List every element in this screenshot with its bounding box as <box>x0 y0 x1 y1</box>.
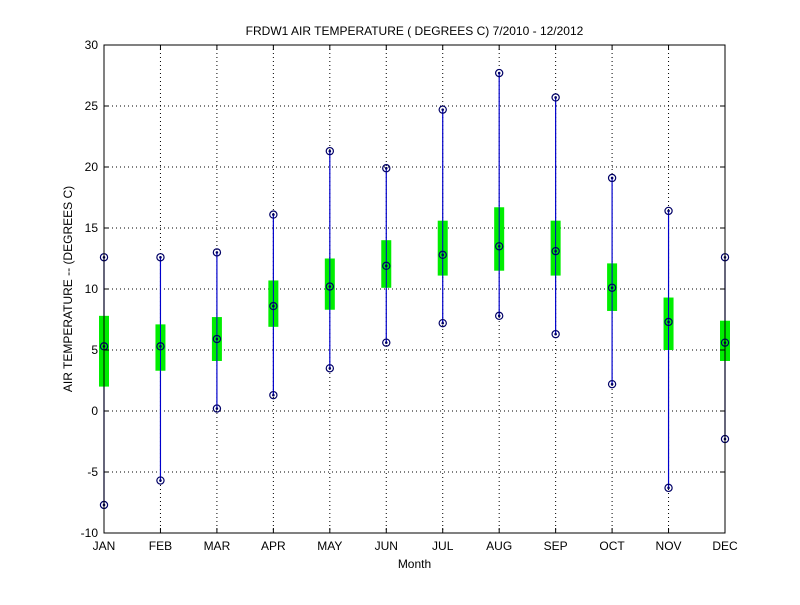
median-marker-dot <box>610 286 614 290</box>
median-marker-dot <box>554 249 557 253</box>
max-marker-dot <box>667 209 670 213</box>
max-marker-feb <box>156 253 165 262</box>
median-marker-dot <box>497 245 501 248</box>
x-tick-label: OCT <box>599 539 625 553</box>
max-marker-nov <box>664 206 673 216</box>
median-marker-apr <box>269 301 278 311</box>
max-marker-dot <box>215 251 219 254</box>
min-marker-dot <box>610 382 614 386</box>
y-tick-label: 10 <box>85 282 99 296</box>
max-marker-oct <box>607 173 617 183</box>
min-marker-nov <box>664 483 673 493</box>
x-tick-label: APR <box>261 539 286 553</box>
median-marker-dot <box>272 304 275 308</box>
min-marker-dot <box>497 314 501 318</box>
max-marker-dot <box>610 176 614 180</box>
max-marker-dot <box>554 96 557 99</box>
min-marker-dot <box>328 367 332 370</box>
min-marker-dot <box>159 479 162 482</box>
min-marker-apr <box>269 390 278 400</box>
max-marker-dot <box>272 213 275 216</box>
median-marker-dot <box>159 345 162 348</box>
max-marker-mar <box>212 248 222 257</box>
y-tick-label: 25 <box>85 99 99 113</box>
median-marker-sep <box>551 246 560 256</box>
y-tick-label: 20 <box>85 160 99 174</box>
max-marker-sep <box>551 93 560 102</box>
median-marker-dot <box>441 253 445 257</box>
median-marker-dot <box>384 264 388 268</box>
min-marker-feb <box>156 476 165 485</box>
x-tick-label: FEB <box>149 539 172 553</box>
median-marker-dot <box>667 320 670 324</box>
y-tick-label: 15 <box>85 221 99 235</box>
max-marker-dot <box>328 149 332 153</box>
max-marker-apr <box>269 210 278 219</box>
median-marker-jun <box>382 261 391 271</box>
max-marker-aug <box>494 68 504 78</box>
min-marker-may <box>325 364 335 373</box>
chart-title: FRDW1 AIR TEMPERATURE ( DEGREES C) 7/201… <box>246 24 584 38</box>
x-tick-label: MAY <box>317 539 342 553</box>
y-tick-label: 0 <box>91 404 98 418</box>
median-marker-dot <box>215 337 219 341</box>
max-marker-dot <box>384 166 388 170</box>
x-tick-label: JAN <box>93 539 116 553</box>
x-tick-label: NOV <box>656 539 682 553</box>
median-marker-dot <box>328 285 332 288</box>
x-tick-label: SEP <box>544 539 568 553</box>
max-marker-jul <box>438 105 447 114</box>
y-tick-label: 5 <box>91 343 98 357</box>
min-marker-oct <box>607 379 617 389</box>
median-marker-jul <box>438 250 447 260</box>
min-marker-sep <box>551 329 560 339</box>
axes: -10 -5 0 5 10 15 20 25 30 JAN FEB MAR APR MAY JUN JUL AU… <box>81 38 738 553</box>
x-tick-label: AUG <box>486 539 512 553</box>
min-marker-dot <box>554 332 557 336</box>
x-tick-label: MAR <box>204 539 231 553</box>
median-marker-nov <box>664 317 673 327</box>
y-tick-label: -10 <box>81 526 99 540</box>
max-marker-jun <box>382 164 391 173</box>
min-marker-dot <box>215 407 219 410</box>
min-marker-jul <box>438 318 447 328</box>
x-tick-label: DEC <box>712 539 738 553</box>
min-marker-dot <box>667 486 670 490</box>
max-marker-may <box>325 146 335 156</box>
min-marker-dot <box>272 393 275 397</box>
min-marker-dot <box>441 321 445 325</box>
max-marker-dot <box>497 71 501 75</box>
min-marker-mar <box>212 404 222 413</box>
min-marker-aug <box>494 311 504 321</box>
max-marker-dot <box>159 255 162 259</box>
y-axis-label: AIR TEMPERATURE -- (DEGREES C) <box>61 186 75 392</box>
x-tick-label: JUN <box>375 539 398 553</box>
x-tick-label: JUL <box>432 539 454 553</box>
median-marker-mar <box>212 334 222 344</box>
median-marker-oct <box>607 283 617 292</box>
y-tick-label: -5 <box>87 465 98 479</box>
y-tick-label: 30 <box>85 38 99 52</box>
median-marker-may <box>325 282 335 291</box>
min-marker-dot <box>384 341 388 344</box>
x-axis-label: Month <box>398 557 431 571</box>
min-marker-jun <box>382 338 391 347</box>
median-marker-aug <box>494 242 504 251</box>
median-marker-feb <box>156 342 165 351</box>
max-marker-dot <box>441 108 445 111</box>
